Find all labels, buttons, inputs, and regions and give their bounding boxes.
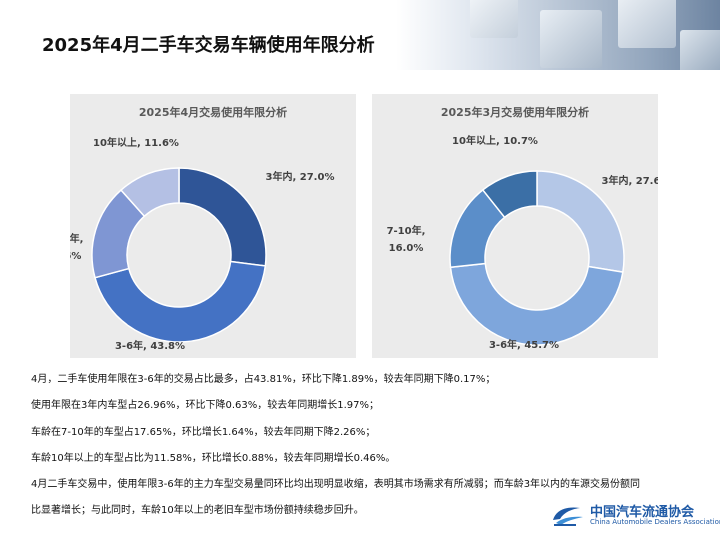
note-line: 比显著增长；与此同时，车龄10年以上的老旧车型市场份额持续稳步回升。: [31, 505, 364, 516]
association-name: 中国汽车流通协会: [590, 505, 695, 520]
association-logo: 中国汽车流通协会 China Automobile Dealers Associ…: [550, 500, 720, 532]
march-chart-panel: 2025年3月交易使用年限分析 3年内, 27.6% 3-6年, 45.7% 7-1…: [372, 94, 658, 358]
march-chart-title: 2025年3月交易使用年限分析: [440, 106, 590, 119]
slice-3-6-years: [449, 262, 624, 346]
data-label-7-10-years: 7-10年, 16.0%: [387, 224, 426, 254]
data-label-7-10-years: 7-10年,17.6%: [70, 232, 83, 262]
data-label-10-plus-years: 10年以上, 10.7%: [452, 134, 538, 147]
slice-10-plus-years: [481, 170, 538, 219]
header-decoration: [0, 0, 720, 70]
data-label-10-plus-years: 10年以上, 11.6%: [93, 136, 179, 149]
slice-10-plus-years: [119, 167, 180, 218]
data-label-3-6-years: 3-6年, 45.7%: [489, 338, 559, 351]
note-line: 车龄10年以上的车型占比为11.58%，环比增长0.88%，较去年同期增长0.4…: [31, 453, 396, 464]
data-label-3-years: 3年内, 27.0%: [266, 170, 335, 183]
note-line: 车龄在7-10年的车型占17.65%，环比增长1.64%，较去年同期下降2.26…: [31, 427, 376, 438]
april-chart-title: 2025年4月交易使用年限分析: [138, 106, 288, 119]
march-donut-chart: 3年内, 27.6% 3-6年, 45.7% 7-10年,16.0% 10年以上, 1…: [387, 134, 658, 351]
slice-3-6-years: [94, 260, 267, 343]
slice-3-years: [178, 167, 267, 267]
data-label-3-years: 3年内, 27.6%: [602, 174, 658, 187]
note-line: 使用年限在3年内车型占26.96%，环比下降0.63%，较去年同期增长1.97%…: [31, 400, 380, 411]
april-chart-panel: 2025年4月交易使用年限分析 3年内, 27.0% 3-6年, 43.8% 7-1…: [70, 94, 356, 358]
note-line: 4月，二手车使用年限在3-6年的交易占比最多，占43.81%，环比下降1.89%…: [31, 374, 496, 385]
page-title: 2025年4月二手车交易车辆使用年限分析: [42, 35, 375, 56]
data-label-3-6-years: 3-6年, 43.8%: [115, 339, 185, 352]
association-subtitle: China Automobile Dealers Association: [590, 518, 720, 526]
car-dealers-association-logo-icon: [553, 507, 583, 526]
note-line: 4月二手车交易中，使用年限3-6年的主力车型交易量同环比均出现明显收缩，表明其市…: [31, 479, 641, 490]
april-donut-chart: 3年内, 27.0% 3-6年, 43.8% 7-10年,17.6% 10年以上, 1…: [70, 136, 335, 352]
